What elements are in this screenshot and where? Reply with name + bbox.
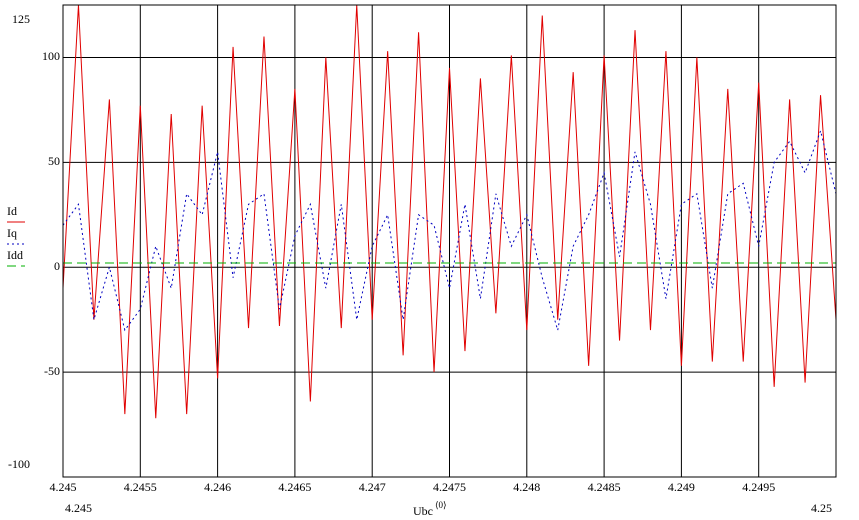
y-max-label: 125 — [12, 12, 30, 26]
x-tick-label: 4.2495 — [742, 480, 775, 494]
series-line — [63, 5, 836, 419]
y-tick-label: 0 — [54, 259, 60, 273]
x-tick-label: 4.2485 — [588, 480, 621, 494]
x-tick-label: 4.247 — [359, 480, 386, 494]
x-tick-label: 4.249 — [668, 480, 695, 494]
x-max-label: 4.25 — [811, 501, 832, 515]
y-tick-label: 50 — [48, 154, 60, 168]
y-tick-label: -50 — [44, 364, 60, 378]
x-tick-label: 4.246 — [204, 480, 231, 494]
x-axis-label: Ubc — [413, 504, 433, 518]
x-tick-label: 4.245 — [50, 480, 77, 494]
x-tick-label: 4.2455 — [124, 480, 157, 494]
legend-label: Id — [7, 204, 17, 218]
legend-label: Iq — [7, 226, 17, 240]
legend-label: Idd — [7, 248, 23, 262]
x-tick-label: 4.2465 — [278, 480, 311, 494]
y-min-label: -100 — [8, 457, 30, 471]
x-tick-label: 4.248 — [513, 480, 540, 494]
series-line — [63, 129, 836, 332]
plot-frame — [62, 4, 837, 478]
x-tick-label: 4.2475 — [433, 480, 466, 494]
y-tick-label: 100 — [42, 49, 60, 63]
x-axis-label-sup: ⟨0⟩ — [435, 500, 447, 510]
x-min-label: 4.245 — [65, 501, 92, 515]
